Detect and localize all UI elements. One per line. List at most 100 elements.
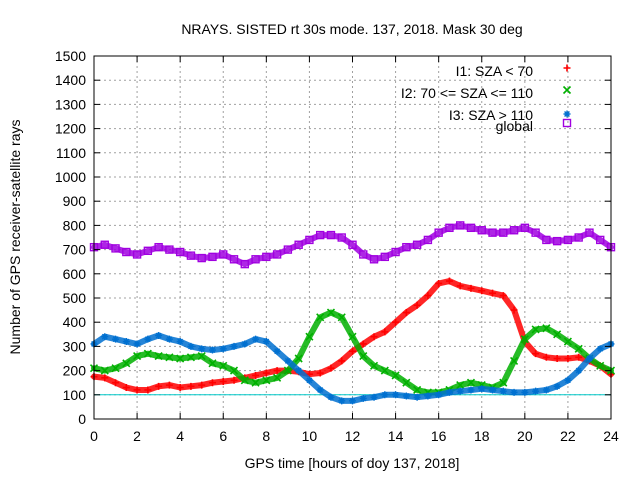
x-tick-label: 18: [474, 428, 490, 444]
data-point: [165, 381, 173, 389]
data-point: [553, 330, 562, 339]
legend-marker: [563, 64, 571, 72]
data-point: [272, 250, 282, 259]
legend-label-i1: I1: SZA < 70: [456, 63, 534, 79]
data-point: [101, 374, 109, 382]
data-point: [359, 394, 367, 402]
data-point: [564, 376, 572, 384]
x-tick-label: 0: [90, 428, 98, 444]
y-tick-label: 900: [63, 193, 87, 209]
data-point: [143, 246, 153, 256]
data-point: [122, 384, 130, 392]
data-point: [112, 379, 120, 387]
data-point: [316, 386, 324, 394]
data-point: [466, 223, 476, 233]
data-point: [241, 340, 249, 348]
legend: I1: SZA < 70 I2: 70 <= SZA <= 110 I3: SZ…: [401, 63, 572, 134]
x-tick-label: 10: [302, 428, 318, 444]
x-tick-label: 4: [176, 428, 184, 444]
data-point: [143, 349, 152, 358]
data-point: [434, 228, 443, 237]
data-point: [574, 344, 583, 353]
data-point: [575, 353, 583, 361]
data-point: [509, 356, 519, 365]
y-tick-label: 500: [63, 290, 87, 306]
data-point: [176, 384, 184, 392]
data-point: [165, 335, 173, 343]
data-point: [370, 393, 378, 401]
y-tick-label: 700: [63, 242, 87, 258]
series-layer: [89, 221, 616, 405]
data-point: [154, 352, 163, 361]
data-point: [112, 335, 120, 343]
data-point: [553, 382, 561, 390]
data-point: [283, 245, 293, 254]
data-point: [466, 378, 476, 387]
data-point: [574, 233, 583, 242]
data-point: [122, 338, 130, 346]
data-point: [294, 354, 303, 363]
data-point: [252, 371, 260, 379]
data-point: [326, 308, 336, 317]
data-point: [391, 247, 400, 257]
legend-marker: [562, 85, 572, 95]
data-point: [155, 382, 163, 390]
legend-label-i2: I2: 70 <= SZA <= 110: [401, 85, 533, 101]
data-point: [391, 371, 400, 380]
data-point: [585, 228, 594, 237]
data-point: [219, 345, 227, 353]
data-point: [229, 366, 239, 375]
data-point: [477, 226, 486, 235]
data-point: [208, 379, 216, 387]
y-tick-label: 1100: [56, 145, 86, 161]
data-point: [111, 244, 120, 253]
data-point: [489, 289, 497, 297]
data-point: [510, 306, 518, 314]
data-point: [499, 387, 507, 395]
y-tick-label: 1500: [55, 48, 86, 64]
data-point: [563, 337, 572, 346]
data-point: [402, 392, 410, 400]
data-point: [273, 347, 281, 355]
data-point: [424, 392, 432, 400]
data-point: [456, 282, 464, 290]
legend-marker: [562, 118, 572, 128]
data-point: [445, 277, 453, 285]
data-point: [575, 367, 583, 375]
data-point: [197, 253, 206, 263]
data-point: [186, 353, 196, 362]
data-point: [338, 357, 346, 365]
data-point: [413, 385, 422, 395]
data-point: [435, 279, 443, 287]
data-point: [219, 361, 228, 370]
data-point: [349, 347, 356, 355]
data-point: [230, 376, 238, 384]
data-point: [316, 369, 324, 377]
data-point: [478, 287, 486, 295]
data-point: [359, 352, 368, 361]
data-point: [564, 355, 572, 362]
x-tick-label: 12: [345, 428, 361, 444]
data-point: [520, 335, 529, 344]
data-point: [542, 353, 550, 361]
data-point: [240, 259, 249, 269]
data-point: [186, 251, 196, 260]
data-point: [532, 387, 540, 395]
x-tick-label: 14: [388, 428, 404, 444]
data-point: [348, 332, 357, 341]
x-tick-label: 24: [603, 428, 619, 444]
axis-ticks: 0100200300400500600700800900100011001200…: [55, 48, 619, 444]
data-point: [219, 250, 228, 259]
data-point: [488, 228, 497, 237]
data-point: [262, 338, 270, 346]
x-tick-label: 22: [560, 428, 576, 444]
data-point: [585, 355, 593, 362]
data-point: [596, 235, 605, 245]
data-point: [295, 367, 303, 375]
data-point: [499, 378, 508, 387]
x-tick-label: 20: [517, 428, 533, 444]
data-point: [467, 386, 475, 394]
data-point: [509, 226, 519, 235]
data-point: [251, 255, 260, 264]
